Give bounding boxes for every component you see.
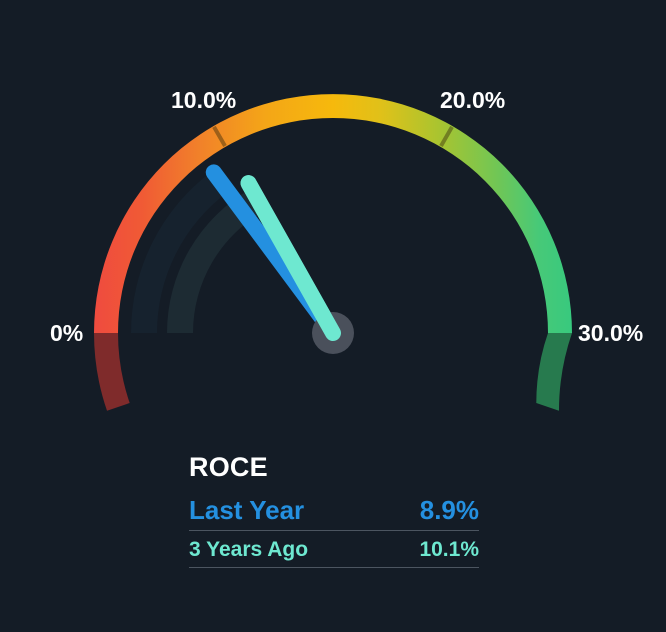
legend-row-three-years-ago: 3 Years Ago 10.1% [189,536,479,568]
gauge-inner-track-outer-ring [131,170,229,333]
legend-row-last-year: Last Year 8.9% [189,494,479,531]
gauge-overrange-segment [536,333,572,411]
gauge-tick-label-10: 10.0% [171,87,236,113]
gauge-value-arc [94,94,572,333]
gauge-legend: ROCE Last Year 8.9% 3 Years Ago 10.1% [189,450,479,573]
gauge-tick-label-20: 20.0% [440,87,505,113]
metric-title: ROCE [189,452,268,482]
gauge-underrange-segment [94,333,130,411]
gauge-tick-marks [212,125,454,147]
legend-label-three-years-ago: 3 Years Ago [189,538,309,561]
gauge-tick-label-30: 30.0% [578,320,643,346]
gauge-track-three-years [167,188,265,333]
needle-three-years-ago-cap [240,175,341,341]
legend-value-last-year: 8.9% [419,495,479,525]
gauge-tick-label-0: 0% [50,320,83,346]
legend-label-last-year: Last Year [189,495,305,525]
legend-value-three-years-ago: 10.1% [419,538,479,561]
